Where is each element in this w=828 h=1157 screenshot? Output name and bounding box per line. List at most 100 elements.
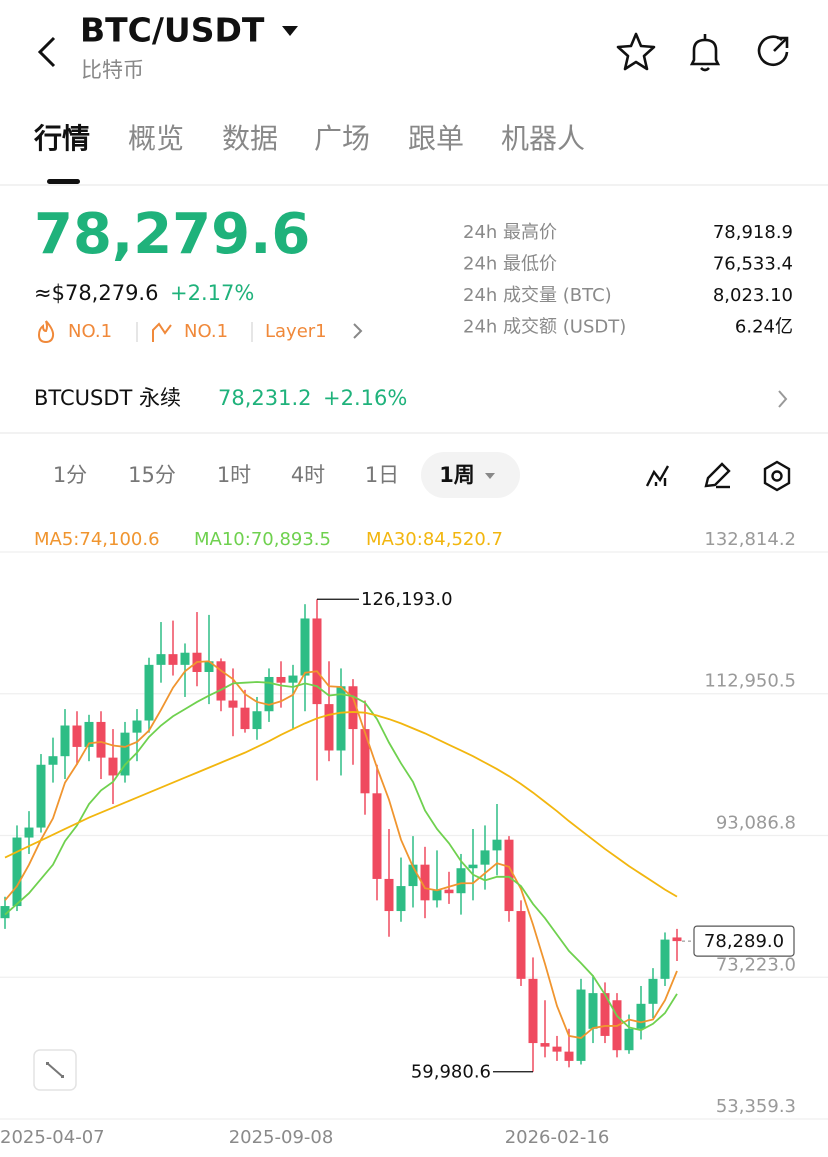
candle-body — [156, 654, 166, 665]
stat-value: 76,533.4 — [713, 254, 793, 275]
candle-body — [264, 676, 274, 712]
stat-label: 24h 成交额 (USDT) — [463, 317, 626, 338]
tab[interactable]: 机器人 — [501, 122, 585, 155]
candle-body — [444, 889, 454, 894]
candle-body — [144, 664, 154, 721]
candle-body — [456, 868, 466, 894]
candle-body — [576, 989, 586, 1061]
candle-body — [132, 720, 142, 733]
share-icon[interactable] — [757, 35, 789, 67]
candle-body — [624, 1028, 634, 1051]
candle-body — [636, 1003, 646, 1029]
interval[interactable]: 1日 — [365, 463, 399, 487]
alert-icon[interactable] — [689, 34, 721, 72]
candle-body — [12, 837, 22, 907]
perp-name[interactable]: BTCUSDT 永续 — [34, 386, 181, 410]
indicator-icon[interactable] — [645, 465, 670, 487]
candle-body — [240, 707, 250, 730]
candle-body — [396, 886, 406, 912]
tab[interactable]: 跟单 — [408, 122, 464, 155]
candle-body — [180, 652, 190, 665]
candle-body — [432, 889, 442, 901]
tab-indicator — [47, 179, 80, 184]
candle-body — [24, 827, 34, 838]
expand-icon — [46, 1062, 64, 1078]
candle-body — [360, 729, 370, 794]
candle-body — [300, 618, 310, 676]
candle-body — [672, 937, 682, 942]
draw-icon[interactable] — [704, 462, 731, 489]
candle-body — [96, 721, 106, 758]
candle-body — [552, 1046, 562, 1052]
stat-value: 8,023.10 — [713, 285, 793, 306]
high-label: 126,193.0 — [361, 589, 453, 610]
usd-price: ≈$78,279.6 — [34, 281, 158, 305]
interval[interactable]: 1周 — [439, 463, 475, 487]
candle-body — [468, 864, 478, 869]
y-tick-label: 132,814.2 — [704, 529, 796, 550]
rank-tag[interactable]: NO.1 — [68, 321, 112, 342]
tab[interactable]: 概览 — [128, 122, 184, 155]
sector-tag[interactable]: Layer1 — [265, 321, 327, 342]
candle-body — [120, 732, 130, 776]
pair-title[interactable]: BTC/USDT — [80, 11, 265, 50]
tab[interactable]: 行情 — [33, 122, 90, 155]
candle-body — [60, 725, 70, 757]
x-tick-label: 2025-04-07 — [0, 1127, 105, 1148]
trend-icon — [152, 322, 172, 342]
ma-line — [4, 711, 678, 898]
y-tick-label: 93,086.8 — [716, 812, 796, 833]
candle-body — [348, 686, 358, 730]
candle-body — [84, 721, 94, 747]
candle-body — [48, 756, 58, 765]
interval[interactable]: 1分 — [53, 463, 87, 487]
candle-body — [564, 1051, 574, 1061]
ma-line — [4, 681, 678, 1032]
ma-legend: MA5:74,100.6 — [34, 529, 160, 550]
interval[interactable]: 4时 — [291, 463, 325, 487]
y-tick-label: 112,950.5 — [704, 671, 796, 692]
interval-dropdown[interactable] — [485, 473, 495, 479]
candle-body — [228, 700, 238, 708]
ma-line — [4, 660, 678, 1040]
interval-selected-bg — [421, 452, 520, 498]
candle-body — [336, 686, 346, 751]
stat-label: 24h 成交量 (BTC) — [463, 285, 612, 306]
perp-change: +2.16% — [323, 386, 407, 410]
favorite-icon[interactable] — [616, 32, 656, 71]
candle-body — [252, 711, 262, 730]
stat-label: 24h 最低价 — [463, 254, 557, 275]
pair-dropdown[interactable] — [282, 26, 298, 36]
candle-body — [492, 839, 502, 851]
kline-chart: 132,814.2 112,950.5 93,086.8 73,223.0 53,359… — [0, 529, 828, 1148]
candle-body — [168, 654, 178, 665]
candle-body — [324, 704, 334, 751]
perp-arrow[interactable] — [778, 390, 788, 408]
pair-subtitle: 比特币 — [81, 58, 144, 82]
stat-label: 24h 最高价 — [463, 222, 557, 243]
candle-body — [480, 850, 490, 865]
tags-more[interactable] — [353, 323, 363, 339]
x-tick-label: 2025-09-08 — [229, 1127, 334, 1148]
candle-body — [588, 993, 598, 1029]
low-label: 59,980.6 — [411, 1062, 491, 1083]
tab[interactable]: 广场 — [314, 122, 370, 155]
candle-body — [372, 793, 382, 879]
candle-body — [72, 725, 82, 747]
candle-body — [660, 939, 670, 979]
rank-tag[interactable]: NO.1 — [184, 321, 228, 342]
ma-legend: MA10:70,893.5 — [194, 529, 331, 550]
candle-body — [384, 878, 394, 912]
interval[interactable]: 1时 — [217, 463, 251, 487]
settings-icon[interactable] — [763, 460, 791, 492]
stat-value: 78,918.9 — [713, 222, 793, 243]
tab[interactable]: 数据 — [222, 122, 278, 155]
fire-icon — [37, 320, 55, 344]
ma-legend: MA30:84,520.7 — [366, 529, 503, 550]
back-button[interactable] — [37, 36, 56, 68]
y-tick-label: 53,359.3 — [716, 1096, 796, 1117]
interval[interactable]: 15分 — [128, 463, 176, 487]
price-tag: 78,289.0 — [704, 931, 784, 952]
